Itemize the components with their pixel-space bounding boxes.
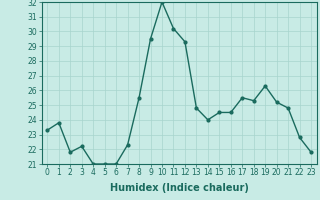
X-axis label: Humidex (Indice chaleur): Humidex (Indice chaleur) — [110, 183, 249, 193]
